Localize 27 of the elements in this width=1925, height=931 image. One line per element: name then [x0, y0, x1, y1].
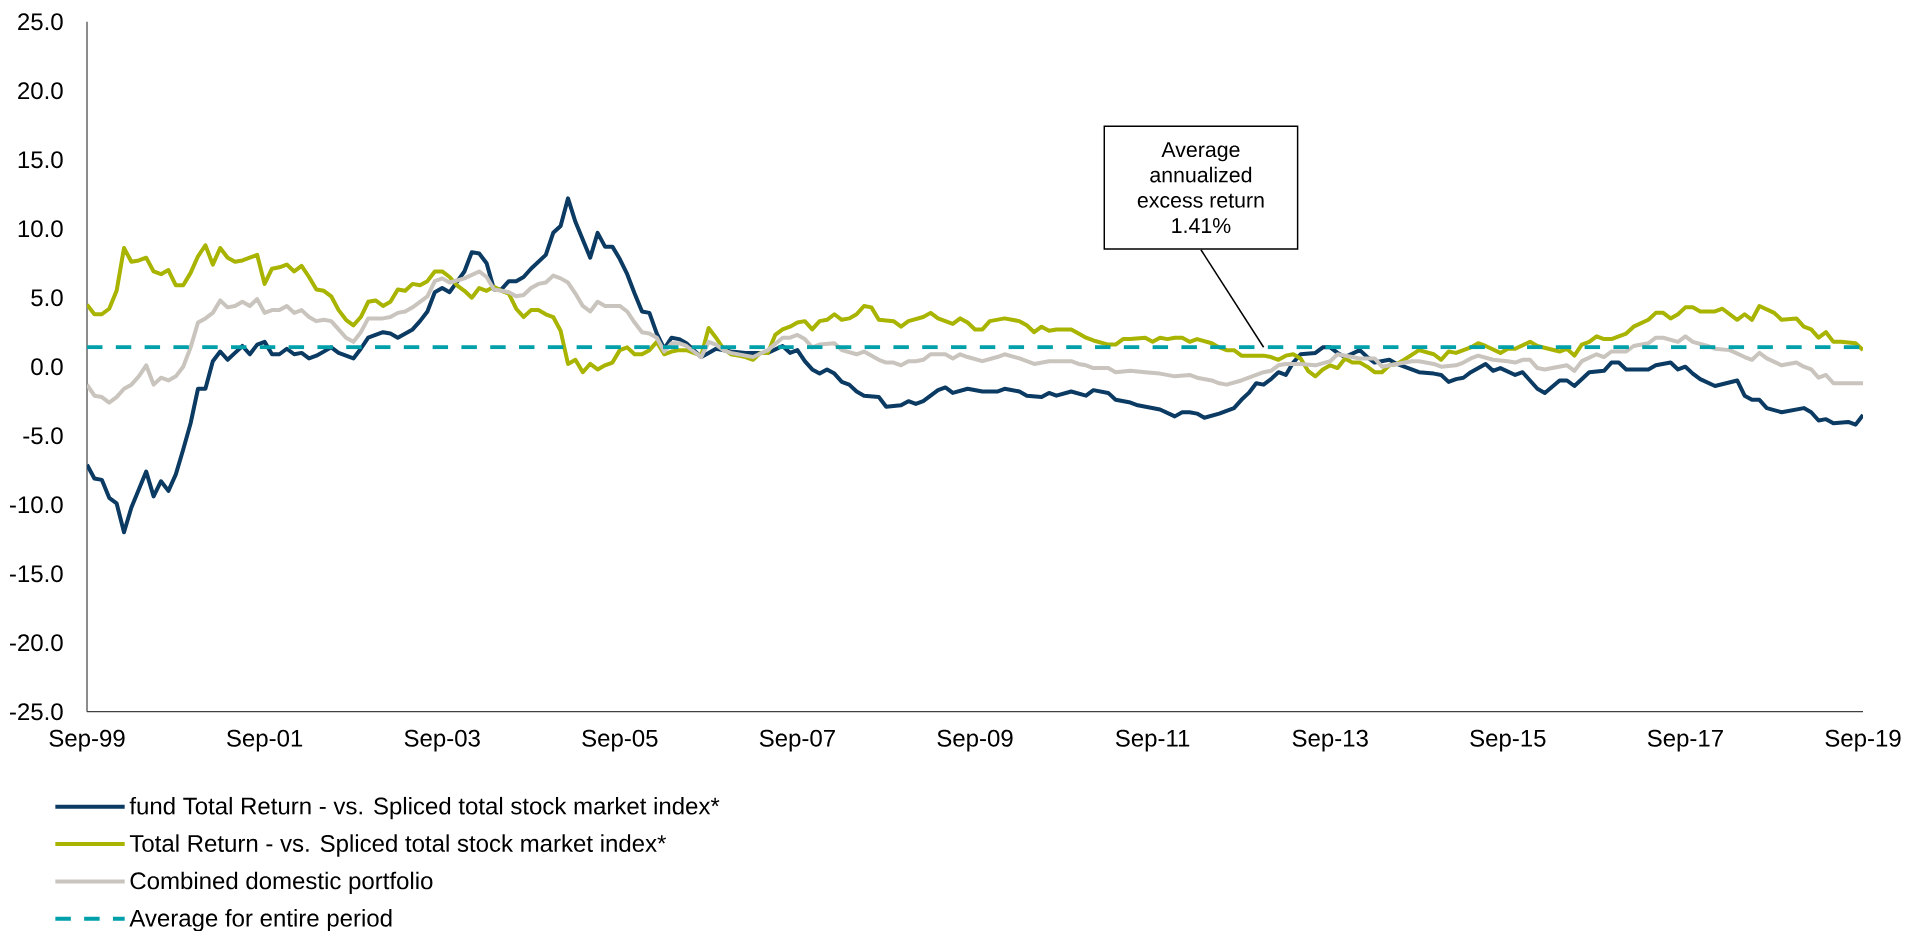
- y-tick-label: -15.0: [10, 565, 63, 583]
- y-tick-label: 20.0: [18, 82, 63, 100]
- y-tick-label: -25.0: [10, 703, 63, 721]
- x-tick-label: Sep-01: [227, 729, 303, 752]
- legend-label: Average for entire period: [129, 909, 392, 931]
- legend-label: fund Total Return - vs. Spliced total stock market index*: [129, 796, 720, 820]
- x-tick-label: Sep-09: [937, 729, 1013, 752]
- x-tick-label: Sep-15: [1470, 729, 1546, 752]
- annotation: Average annualized excess return 1.41%: [1137, 142, 1264, 234]
- x-tick-label: Sep-99: [49, 729, 125, 752]
- y-tick-label: 0.0: [31, 358, 63, 376]
- y-tick-label: -5.0: [23, 427, 63, 445]
- x-tick-label: Sep-19: [1825, 729, 1901, 752]
- x-tick-label: Sep-07: [759, 729, 835, 752]
- legend-label: Combined domestic portfolio: [130, 871, 433, 895]
- y-tick-label: 10.0: [18, 220, 63, 238]
- y-tick-label: -20.0: [10, 634, 63, 652]
- y-tick-label: -10.0: [10, 496, 63, 514]
- x-tick-label: Sep-17: [1647, 729, 1723, 752]
- legend-label: Total Return - vs. Spliced total stock market index*: [129, 834, 667, 857]
- y-tick-label: 5.0: [31, 289, 63, 307]
- y-tick-label: 15.0: [18, 151, 63, 169]
- x-tick-label: Sep-03: [404, 729, 480, 752]
- x-tick-label: Sep-05: [582, 729, 658, 752]
- x-tick-label: Sep-13: [1292, 729, 1368, 752]
- y-tick-label: 25.0: [18, 13, 63, 31]
- x-tick-label: Sep-11: [1115, 729, 1190, 752]
